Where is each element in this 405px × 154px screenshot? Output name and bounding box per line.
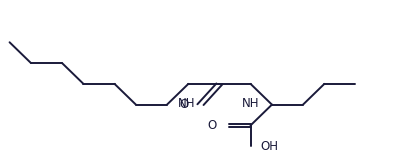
Text: NH: NH [242, 97, 259, 110]
Text: O: O [179, 98, 188, 111]
Text: O: O [208, 119, 217, 132]
Text: OH: OH [261, 140, 279, 153]
Text: NH: NH [178, 97, 195, 110]
